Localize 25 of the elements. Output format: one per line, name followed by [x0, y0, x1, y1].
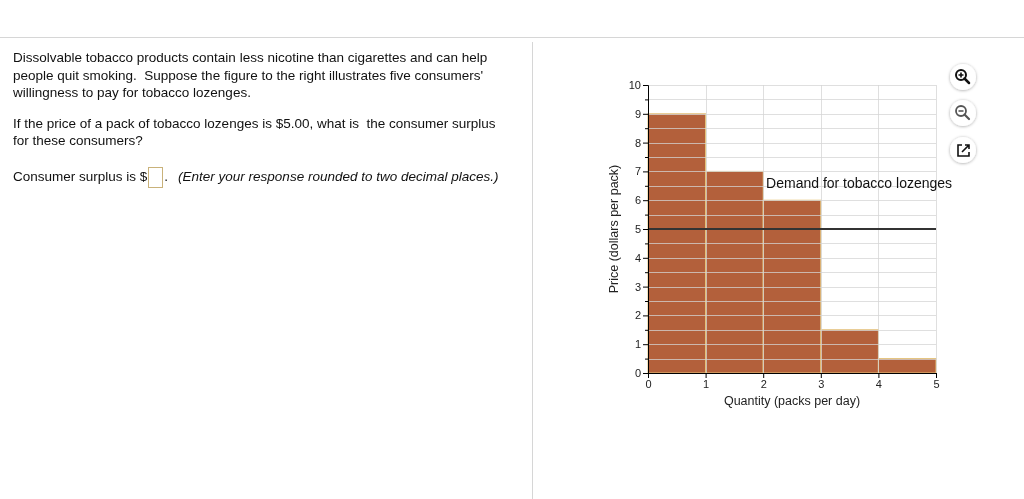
y-tick-label: 2: [634, 309, 641, 322]
text: Dissolvable tobacco products contain less nicotine than cigarettes and can help people quit smoking. Suppose the figure to the right illustrates five consumers' willingness to pay for tobacco lozenges.: [13, 49, 489, 102]
text: Consumer surplus is $: [13, 168, 148, 186]
y-tick-label: 5: [634, 223, 641, 236]
y-tick-label: 10: [628, 79, 641, 92]
text: .: [164, 168, 169, 186]
x-tick-label: 1: [703, 377, 710, 390]
x-tick-label: 2: [760, 377, 767, 390]
annotation: Demand for tobacco lozenges: [766, 174, 953, 191]
y-tick-label: 8: [634, 136, 641, 149]
y-tick-label: 4: [634, 251, 641, 264]
y-tick-label: 1: [634, 338, 641, 351]
y-tick-label: 0: [634, 367, 641, 380]
x-tick-label: 5: [933, 377, 940, 390]
x-tick-label: 3: [818, 377, 825, 390]
x-tick-label: 4: [875, 377, 882, 390]
x-tick-label: 0: [645, 377, 652, 390]
y-tick-label: 9: [634, 107, 641, 120]
y-tick-label: 7: [634, 165, 641, 178]
y-axis-title: Price (dollars per pack): [607, 164, 621, 294]
x-axis-title: Quantity (packs per day): [723, 394, 861, 408]
y-tick-label: 6: [634, 194, 641, 207]
y-tick-label: 3: [634, 280, 641, 293]
text: (Enter your response rounded to two decimal places.): [178, 168, 499, 186]
text: If the price of a pack of tobacco lozenges is $5.00, what is the consumer surplus for these consumers?: [13, 114, 497, 150]
